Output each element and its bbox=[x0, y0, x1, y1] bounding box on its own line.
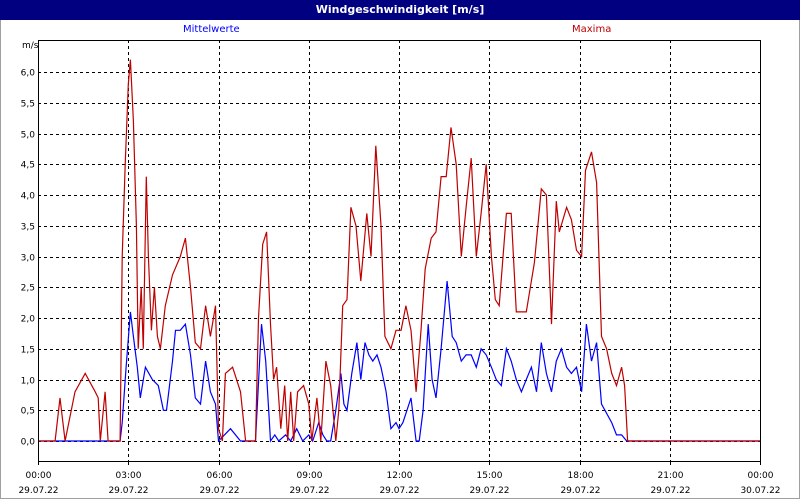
x-tick-time: 00:00 bbox=[26, 471, 52, 481]
legend-mittelwerte: Mittelwerte bbox=[183, 24, 240, 35]
x-tick-date: 29.07.22 bbox=[469, 486, 509, 496]
x-tick-date: 30.07.22 bbox=[740, 486, 780, 496]
y-tick-label: 4,5 bbox=[21, 161, 35, 171]
x-tick-time: 21:00 bbox=[658, 471, 684, 481]
x-tick-time: 12:00 bbox=[387, 471, 413, 481]
y-tick-label: 5,0 bbox=[21, 131, 36, 141]
series-line-mittelwerte bbox=[38, 281, 760, 443]
y-tick-label: 1,5 bbox=[21, 346, 35, 356]
x-tick-date: 29.07.22 bbox=[289, 486, 329, 496]
legend-maxima: Maxima bbox=[572, 24, 612, 35]
x-tick-date: 29.07.22 bbox=[379, 486, 419, 496]
x-tick-time: 00:00 bbox=[748, 471, 774, 481]
x-tick-date: 29.07.22 bbox=[199, 486, 239, 496]
y-tick-label: 0,5 bbox=[21, 407, 35, 417]
y-tick-label: 6,0 bbox=[21, 69, 36, 79]
series-line-maxima bbox=[38, 59, 760, 442]
x-tick-time: 09:00 bbox=[297, 471, 323, 481]
x-tick-date: 29.07.22 bbox=[108, 486, 148, 496]
y-tick-label: 1,0 bbox=[21, 377, 36, 387]
x-tick-time: 15:00 bbox=[477, 471, 503, 481]
y-tick-label: 3,0 bbox=[21, 254, 36, 264]
window-title: Windgeschwindigkeit [m/s] bbox=[0, 0, 800, 20]
x-tick-date: 29.07.22 bbox=[650, 486, 690, 496]
y-tick-label: 4,0 bbox=[21, 192, 36, 202]
y-tick-label: 2,0 bbox=[21, 315, 36, 325]
x-tick-date: 29.07.22 bbox=[18, 486, 58, 496]
y-tick-label: 5,5 bbox=[21, 100, 35, 110]
y-tick-label: 3,5 bbox=[21, 223, 35, 233]
x-tick-time: 06:00 bbox=[207, 471, 233, 481]
y-axis-unit-label: m/s bbox=[22, 41, 39, 51]
x-tick-date: 29.07.22 bbox=[560, 486, 600, 496]
y-tick-label: 0,0 bbox=[21, 438, 36, 448]
x-tick-time: 18:00 bbox=[568, 471, 594, 481]
y-tick-label: 2,5 bbox=[21, 284, 35, 294]
x-tick-time: 03:00 bbox=[116, 471, 142, 481]
